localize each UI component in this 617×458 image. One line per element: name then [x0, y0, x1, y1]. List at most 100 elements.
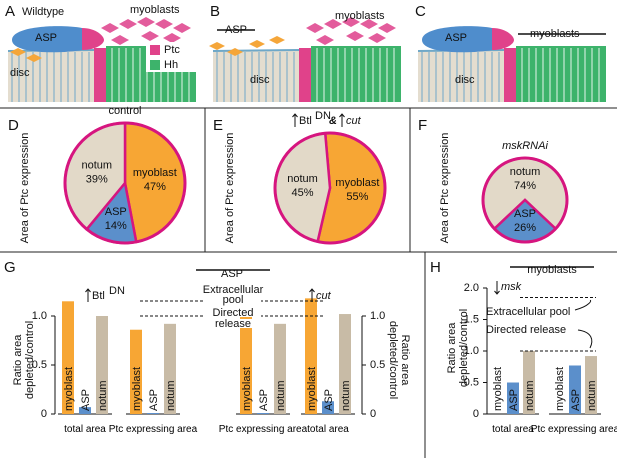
- arrow-head: [494, 290, 500, 295]
- chart-title: control: [108, 105, 141, 117]
- bar-label: ASP: [570, 389, 582, 411]
- ptc-band: [504, 48, 516, 102]
- cell: [10, 48, 26, 56]
- y-tick-label: 1.0: [464, 345, 479, 357]
- annotation-label: Extracellular: [203, 284, 264, 296]
- chart-title-sup: DN: [109, 285, 125, 297]
- cell: [173, 23, 191, 33]
- chart-title: mskRNAi: [502, 140, 548, 152]
- bar-label: notum: [165, 380, 177, 411]
- cell: [119, 19, 137, 29]
- panel-letter: C: [415, 3, 426, 20]
- disc: [213, 50, 299, 102]
- pie-outline: [481, 156, 569, 244]
- bar-label: myoblast: [306, 367, 318, 411]
- x-category-label: Ptc expressing area: [219, 424, 307, 435]
- slice-label: myoblast: [335, 177, 379, 189]
- chart-title: Btl: [299, 115, 312, 127]
- slice-label: myoblast: [133, 167, 177, 179]
- panel-letter: F: [418, 117, 427, 134]
- cell: [378, 23, 396, 33]
- bar-label: ASP: [148, 389, 160, 411]
- slice-label: notum: [287, 173, 318, 185]
- y-axis-label: Ratio area: [446, 322, 458, 374]
- arrow-head: [292, 113, 298, 118]
- disc: [418, 50, 504, 102]
- bar: [164, 323, 176, 414]
- bar: [240, 315, 252, 414]
- y-axis-label: Area of Ptc expression: [224, 133, 236, 244]
- label-bg: [205, 308, 261, 317]
- bar: [62, 301, 74, 414]
- x-category-label: total area: [64, 424, 106, 435]
- annotation-arrow: [574, 299, 592, 311]
- value-label: 74%: [514, 180, 536, 192]
- bar-label: ASP: [80, 389, 92, 411]
- arrow-head: [309, 288, 315, 293]
- panel-letter: H: [430, 259, 441, 276]
- bar: [96, 316, 108, 414]
- bar: [274, 323, 286, 414]
- y-tick-label: 0.5: [370, 359, 385, 371]
- value-label: 55%: [346, 191, 368, 203]
- diagram-title: Wildtype: [22, 6, 64, 18]
- bar-label: notum: [275, 380, 287, 411]
- value-label: 39%: [86, 174, 108, 186]
- bar-label: ASP: [258, 389, 270, 411]
- y-axis-label: depleted/control: [387, 321, 399, 399]
- arrow-head: [85, 288, 91, 293]
- disc: [8, 50, 94, 102]
- legend-label: Hh: [164, 59, 178, 71]
- y-axis-label: depleted/control: [458, 309, 470, 387]
- cell: [342, 17, 360, 27]
- tissue-label: disc: [10, 67, 30, 79]
- cell: [163, 33, 181, 43]
- bar-label: myoblast: [131, 367, 143, 411]
- bar-label: myoblast: [492, 367, 504, 411]
- bar-label: notum: [524, 380, 536, 411]
- label-bg: [205, 295, 261, 304]
- cell: [306, 23, 324, 33]
- asp-label: ASP: [445, 32, 467, 44]
- bar: [305, 298, 317, 414]
- tissue-label: disc: [455, 74, 475, 86]
- arrow-head: [339, 113, 345, 118]
- bar: [130, 329, 142, 414]
- chart-title: msk: [501, 281, 522, 293]
- chart-title-sup: DN: [315, 110, 331, 122]
- bar: [257, 413, 269, 414]
- cell: [316, 35, 334, 45]
- slice-label: notum: [81, 160, 112, 172]
- value-label: 45%: [292, 187, 314, 199]
- legend-swatch: [150, 45, 160, 55]
- chart-title: cut: [316, 290, 332, 302]
- cells-label: myoblasts: [335, 10, 385, 22]
- y-axis-label: depleted/control: [24, 321, 36, 399]
- legend-swatch: [150, 60, 160, 70]
- bar: [147, 413, 159, 414]
- bar: [507, 382, 519, 414]
- x-category-label: total area: [492, 424, 534, 435]
- cell: [101, 23, 119, 33]
- bar-label: notum: [340, 380, 352, 411]
- annotation-label: Directed: [213, 307, 254, 319]
- pie-outline: [273, 131, 387, 245]
- cell: [360, 19, 378, 29]
- bar: [79, 407, 91, 414]
- y-tick-label: 0.5: [464, 376, 479, 388]
- panel-letter: A: [5, 3, 15, 20]
- slice-label: notum: [510, 166, 541, 178]
- slice-label: ASP: [105, 206, 127, 218]
- panel-letter: E: [213, 117, 223, 134]
- cell: [209, 42, 225, 50]
- y-tick-label: 1.5: [464, 313, 479, 325]
- bar: [569, 365, 581, 414]
- y-axis-label: Ratio area: [399, 335, 411, 387]
- chart-title: Btl: [92, 290, 105, 302]
- annotation-label: Directed release: [486, 324, 566, 336]
- cells-label: myoblasts: [130, 4, 180, 16]
- annotation-title: ASP: [221, 268, 243, 280]
- bar: [322, 401, 334, 414]
- x-category-label: total area: [492, 424, 534, 435]
